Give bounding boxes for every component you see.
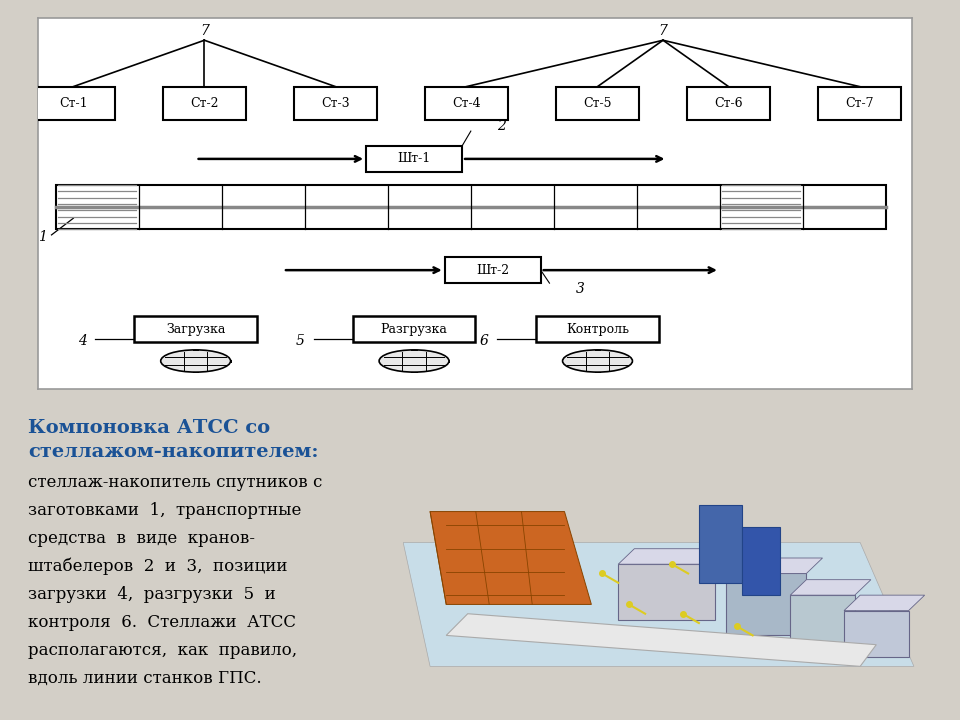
Text: Ст-7: Ст-7 (846, 96, 874, 109)
Polygon shape (430, 511, 591, 605)
Text: вдоль линии станков ГПС.: вдоль линии станков ГПС. (28, 670, 262, 687)
Text: 7: 7 (659, 24, 667, 38)
Text: 6: 6 (479, 333, 489, 348)
Polygon shape (618, 549, 732, 564)
Text: располагаются,  как  правило,: располагаются, как правило, (28, 642, 298, 659)
Bar (134, 317, 257, 343)
Polygon shape (790, 580, 871, 595)
Bar (537, 317, 659, 343)
Text: Разгрузка: Разгрузка (380, 323, 447, 336)
Text: Ст-5: Ст-5 (584, 96, 612, 109)
Text: штабелеров  2  и  3,  позиции: штабелеров 2 и 3, позиции (28, 557, 287, 575)
FancyBboxPatch shape (726, 573, 806, 635)
Bar (556, 86, 639, 120)
Polygon shape (844, 595, 924, 611)
Text: 3: 3 (576, 282, 585, 296)
Polygon shape (726, 558, 823, 573)
Bar (444, 257, 540, 283)
Bar (163, 86, 246, 120)
Text: контроля  6.  Стеллажи  АТСС: контроля 6. Стеллажи АТСС (28, 613, 296, 631)
Ellipse shape (160, 350, 230, 372)
Polygon shape (446, 613, 876, 667)
Text: Шт-1: Шт-1 (397, 153, 431, 166)
Text: Ст-3: Ст-3 (321, 96, 349, 109)
Text: Ст-2: Ст-2 (190, 96, 219, 109)
Text: стеллажом-накопителем:: стеллажом-накопителем: (28, 444, 319, 462)
Text: Компоновка АТСС со: Компоновка АТСС со (28, 419, 270, 437)
Text: 7: 7 (200, 24, 209, 38)
Text: Ст-4: Ст-4 (452, 96, 481, 109)
Bar (353, 317, 475, 343)
Bar (687, 86, 770, 120)
Text: 4: 4 (78, 333, 86, 348)
Bar (56, 185, 886, 230)
Text: загрузки  4,  разгрузки  5  и: загрузки 4, разгрузки 5 и (28, 585, 276, 603)
Bar (32, 86, 115, 120)
Text: Шт-2: Шт-2 (476, 264, 509, 276)
Text: Контроль: Контроль (566, 323, 629, 336)
FancyBboxPatch shape (790, 595, 854, 651)
Text: средства  в  виде  кранов-: средства в виде кранов- (28, 530, 255, 546)
Text: Ст-6: Ст-6 (714, 96, 743, 109)
FancyBboxPatch shape (844, 611, 908, 657)
Bar (425, 86, 508, 120)
Text: Ст-1: Ст-1 (59, 96, 87, 109)
Text: стеллаж-накопитель спутников с: стеллаж-накопитель спутников с (28, 474, 323, 490)
FancyBboxPatch shape (618, 564, 715, 620)
Text: 1: 1 (38, 230, 47, 244)
Text: 2: 2 (497, 119, 506, 132)
Bar (818, 86, 901, 120)
Text: заготовками  1,  транспортные: заготовками 1, транспортные (28, 502, 301, 518)
Polygon shape (403, 543, 914, 667)
Ellipse shape (563, 350, 633, 372)
Text: Загрузка: Загрузка (166, 323, 226, 336)
Ellipse shape (379, 350, 449, 372)
FancyBboxPatch shape (742, 527, 780, 595)
Bar (366, 146, 462, 172)
FancyBboxPatch shape (699, 505, 742, 582)
Bar (294, 86, 377, 120)
Text: 5: 5 (296, 333, 305, 348)
